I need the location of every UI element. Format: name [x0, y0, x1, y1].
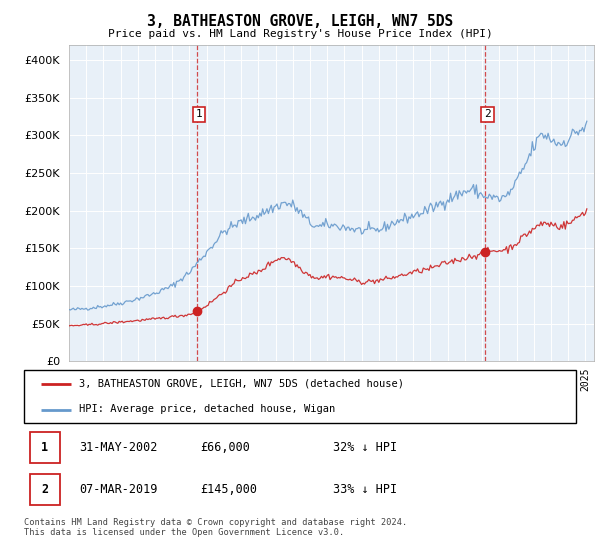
FancyBboxPatch shape: [24, 370, 576, 423]
Text: 32% ↓ HPI: 32% ↓ HPI: [333, 441, 397, 454]
Text: 3, BATHEASTON GROVE, LEIGH, WN7 5DS (detached house): 3, BATHEASTON GROVE, LEIGH, WN7 5DS (det…: [79, 379, 404, 389]
Text: 2: 2: [484, 109, 491, 119]
Text: Price paid vs. HM Land Registry's House Price Index (HPI): Price paid vs. HM Land Registry's House …: [107, 29, 493, 39]
FancyBboxPatch shape: [29, 432, 60, 463]
Text: 2: 2: [41, 483, 48, 496]
Text: 1: 1: [196, 109, 203, 119]
Text: HPI: Average price, detached house, Wigan: HPI: Average price, detached house, Wiga…: [79, 404, 335, 414]
Text: 31-MAY-2002: 31-MAY-2002: [79, 441, 158, 454]
Text: 1: 1: [41, 441, 48, 454]
Text: 07-MAR-2019: 07-MAR-2019: [79, 483, 158, 496]
Text: 3, BATHEASTON GROVE, LEIGH, WN7 5DS: 3, BATHEASTON GROVE, LEIGH, WN7 5DS: [147, 14, 453, 29]
Text: £145,000: £145,000: [200, 483, 257, 496]
Text: 33% ↓ HPI: 33% ↓ HPI: [333, 483, 397, 496]
FancyBboxPatch shape: [29, 474, 60, 505]
Text: £66,000: £66,000: [200, 441, 251, 454]
Text: Contains HM Land Registry data © Crown copyright and database right 2024.
This d: Contains HM Land Registry data © Crown c…: [24, 518, 407, 538]
